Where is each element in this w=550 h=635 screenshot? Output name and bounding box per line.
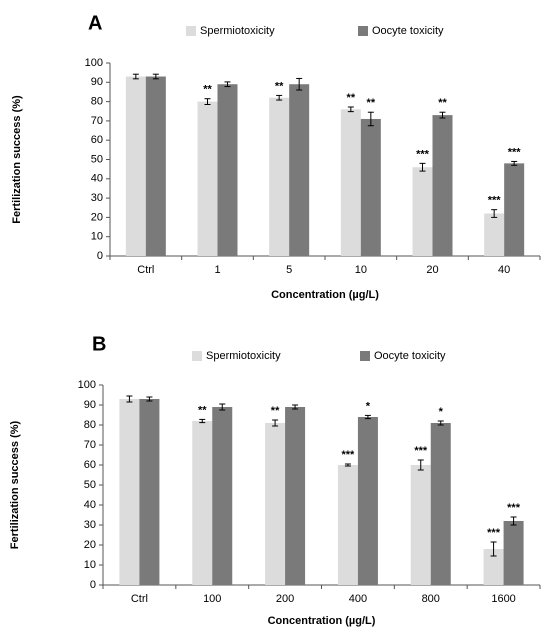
panel-b-bar-oocyte-toxicity: [139, 399, 160, 585]
panel-b-legend-label-1: Spermiotoxicity: [206, 350, 281, 362]
panel-a-significance-marker: **: [367, 97, 376, 109]
panel-b-y-axis-title: Fertilization success (%): [9, 420, 21, 549]
panel-a-bar-spermiotoxicity: [269, 97, 290, 257]
panel-b-y-tick-label: 70: [84, 439, 96, 451]
panel-a-x-axis-title: Concentration (µg/L): [271, 289, 379, 301]
panel-a-bar-spermiotoxicity: [197, 101, 218, 256]
panel-b-bar-oocyte-toxicity: [503, 521, 524, 585]
panel-a-y-tick-label: 100: [85, 57, 103, 69]
panel-b-legend-swatch-1: [192, 351, 202, 361]
panel-b-y-tick-label: 30: [84, 519, 96, 531]
panel-b-bar-oocyte-toxicity: [357, 417, 378, 585]
panel-b-bar-oocyte-toxicity: [430, 423, 451, 585]
panel-a-bar-oocyte-toxicity: [504, 163, 525, 256]
panel-a-bar-oocyte-toxicity: [432, 115, 453, 256]
panel-b-significance-marker: **: [271, 405, 280, 417]
panel-b-significance-marker: ***: [507, 502, 521, 514]
panel-a-x-tick-label: 40: [498, 264, 510, 276]
panel-a-bar-oocyte-toxicity: [289, 84, 310, 256]
panel-a-x-tick-label: 20: [426, 264, 438, 276]
panel-a-legend-label-1: Spermiotoxicity: [200, 25, 275, 37]
panel-a-x-tick-label: 5: [286, 264, 292, 276]
panel-a-bar-spermiotoxicity: [412, 167, 433, 256]
panel-a-y-tick-label: 70: [91, 115, 103, 127]
panel-b-significance-marker: ***: [414, 445, 428, 457]
panel-b-bar-spermiotoxicity: [119, 399, 140, 585]
panel-b-bar-spermiotoxicity: [265, 423, 286, 585]
panel-a-bar-spermiotoxicity: [340, 109, 361, 256]
panel-a-bar-oocyte-toxicity: [217, 84, 238, 256]
panel-b-y-tick-label: 10: [84, 559, 96, 571]
panel-b-bar-spermiotoxicity: [192, 421, 213, 585]
panel-a-y-tick-label: 40: [91, 173, 103, 185]
panel-a-significance-marker: ***: [488, 195, 502, 207]
panel-b-x-tick-label: 800: [422, 593, 440, 605]
panel-b-significance-marker: ***: [341, 449, 355, 461]
panel-a-significance-marker: **: [203, 84, 212, 96]
panel-b-y-tick-label: 80: [84, 419, 96, 431]
panel-b-y-tick-label: 20: [84, 539, 96, 551]
panel-b-x-tick-label: 100: [203, 593, 221, 605]
panel-b-y-tick-label: 50: [84, 479, 96, 491]
panel-b-significance-marker: *: [366, 400, 371, 412]
panel-b-significance-marker: ***: [487, 527, 501, 539]
panel-b-bar-oocyte-toxicity: [285, 407, 306, 585]
panel-b-x-axis-title: Concentration (µg/L): [268, 615, 376, 627]
panel-a-label: A: [88, 12, 102, 34]
panel-a-legend-label-2: Oocyte toxicity: [372, 25, 444, 37]
panel-a-bar-oocyte-toxicity: [145, 76, 166, 256]
panel-b-y-tick-label: 0: [90, 579, 96, 591]
panel-b-y-tick-label: 40: [84, 499, 96, 511]
panel-a-bar-oocyte-toxicity: [360, 118, 381, 256]
panel-a-x-tick-label: 1: [214, 264, 220, 276]
panel-b-x-tick-label: Ctrl: [131, 593, 148, 605]
panel-a-y-tick-label: 80: [91, 96, 103, 108]
panel-b-x-tick-label: 400: [349, 593, 367, 605]
panel-a-y-axis-title: Fertilization success (%): [11, 95, 23, 224]
panel-a-y-tick-label: 20: [91, 211, 103, 223]
panel-a-x-tick-label: Ctrl: [137, 264, 154, 276]
panel-b-bar-oocyte-toxicity: [212, 407, 233, 585]
panel-b-y-tick-label: 60: [84, 459, 96, 471]
panel-b-significance-marker: *: [439, 406, 444, 418]
panel-b-label: B: [92, 333, 106, 355]
panel-a-legend-swatch-1: [186, 26, 196, 36]
panel-b-significance-marker: **: [198, 404, 207, 416]
panel-b-x-tick-label: 200: [276, 593, 294, 605]
panel-a-y-tick-label: 60: [91, 134, 103, 146]
panel-a-significance-marker: **: [438, 97, 447, 109]
panel-a-y-tick-label: 10: [91, 231, 103, 243]
panel-a-bar-spermiotoxicity: [484, 213, 505, 256]
panel-a-significance-marker: ***: [508, 146, 522, 158]
panel-a-significance-marker: **: [347, 92, 356, 104]
panel-a-x-tick-label: 10: [355, 264, 367, 276]
panel-b-y-tick-label: 90: [84, 399, 96, 411]
panel-b-bar-spermiotoxicity: [483, 549, 504, 585]
panel-b-legend-label-2: Oocyte toxicity: [374, 350, 446, 362]
panel-a-y-tick-label: 90: [91, 76, 103, 88]
panel-a-y-tick-label: 50: [91, 153, 103, 165]
panel-a-legend-swatch-2: [358, 26, 368, 36]
panel-a-significance-marker: ***: [416, 148, 430, 160]
panel-a-bar-spermiotoxicity: [125, 76, 146, 256]
panel-a-y-tick-label: 0: [97, 250, 103, 262]
panel-a-significance-marker: **: [275, 80, 284, 92]
panel-b-bar-spermiotoxicity: [337, 465, 358, 585]
panel-b-x-tick-label: 1600: [491, 593, 515, 605]
panel-b-legend-swatch-2: [360, 351, 370, 361]
panel-b-y-tick-label: 100: [78, 379, 96, 391]
panel-a-y-tick-label: 30: [91, 192, 103, 204]
panel-b-bar-spermiotoxicity: [410, 465, 431, 585]
